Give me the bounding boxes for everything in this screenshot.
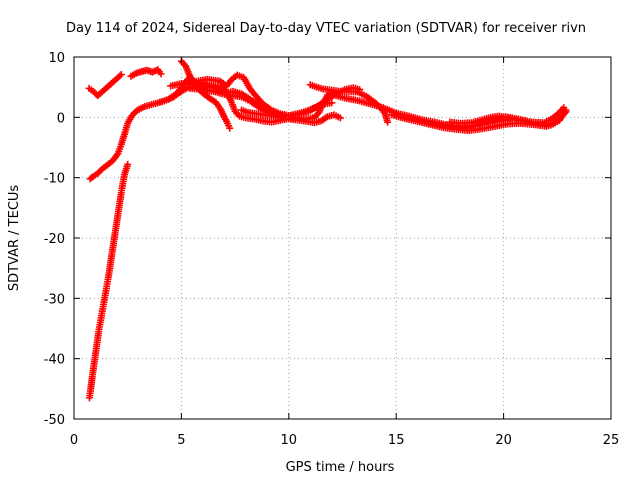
- x-tick-label: 25: [603, 433, 620, 448]
- x-tick-label: 0: [70, 433, 78, 448]
- data-point: [336, 114, 344, 122]
- plot-area-clip: [85, 57, 570, 402]
- x-tick-label: 5: [177, 433, 185, 448]
- y-tick-label: 10: [48, 51, 65, 66]
- data-point: [124, 160, 132, 168]
- x-tick-label: 20: [495, 433, 512, 448]
- y-axis-label: SDTVAR / TECUs: [7, 185, 22, 292]
- data-point: [328, 99, 336, 107]
- y-tick-label: -50: [44, 413, 65, 428]
- data-point: [512, 116, 520, 124]
- x-axis-label: GPS time / hours: [286, 460, 395, 475]
- data-point: [117, 70, 125, 78]
- data-point: [226, 124, 234, 132]
- data-series-sdtvar: [85, 57, 570, 402]
- x-tick-label: 10: [281, 433, 298, 448]
- data-point: [560, 104, 568, 112]
- data-point: [562, 108, 570, 116]
- y-tick-label: -40: [44, 353, 65, 368]
- chart-title: Day 114 of 2024, Sidereal Day-to-day VTE…: [66, 21, 586, 36]
- y-tick-label: 0: [57, 111, 65, 126]
- data-point: [157, 70, 165, 78]
- y-tick-label: -10: [44, 172, 65, 187]
- data-point: [384, 118, 392, 126]
- x-axis: 0 5 10 15 20 25: [70, 57, 619, 448]
- y-tick-label: -20: [44, 232, 65, 247]
- y-tick-label: -30: [44, 292, 65, 307]
- x-tick-label: 15: [388, 433, 405, 448]
- y-axis: -50 -40 -30 -20 -10 0 10: [44, 51, 611, 428]
